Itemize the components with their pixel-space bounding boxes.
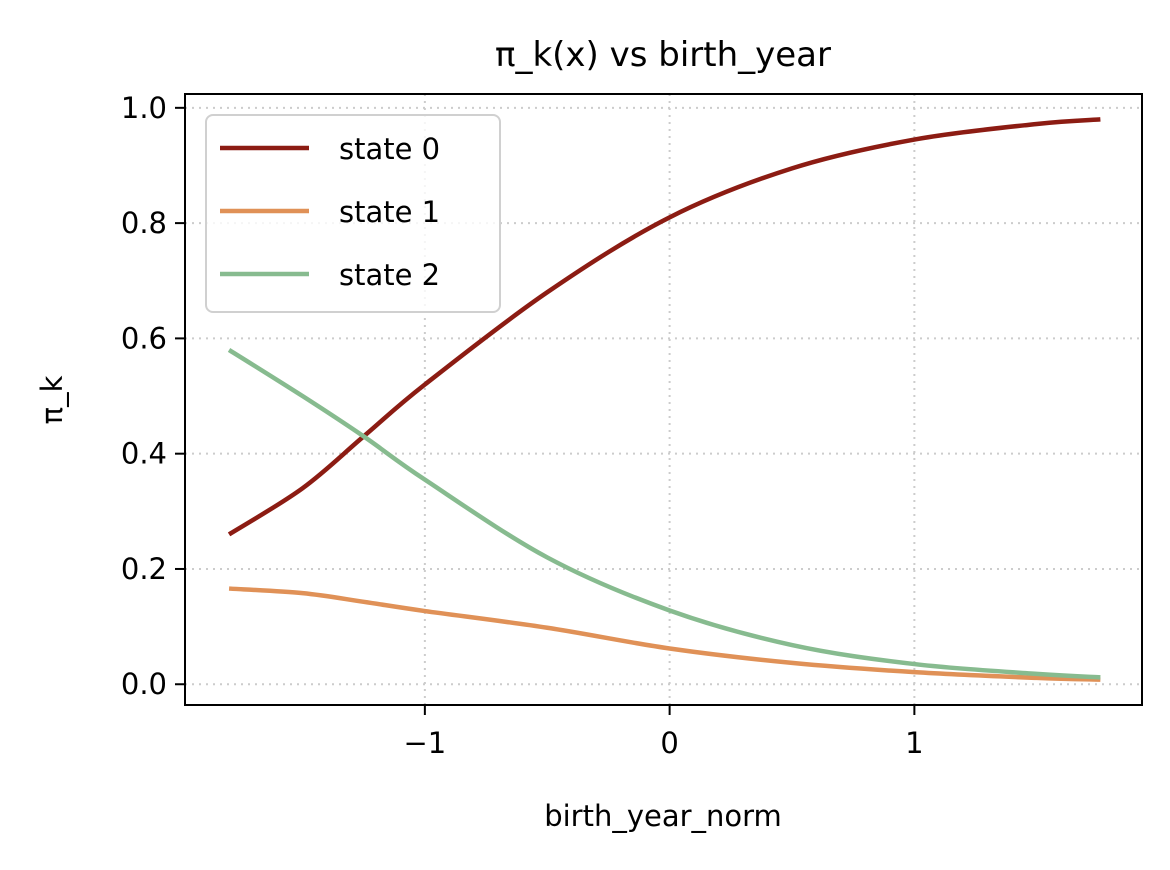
y-tick-label: 1.0: [121, 91, 167, 125]
legend-label: state 1: [339, 195, 440, 229]
legend-box: [205, 114, 501, 313]
series-lines: [227, 117, 1101, 682]
x-axis-label: birth_year_norm: [544, 799, 782, 833]
chart-title: π_k(x) vs birth_year: [495, 35, 831, 75]
x-tick-label: −1: [403, 726, 446, 760]
legend-label: state 0: [339, 132, 440, 166]
plot-frame: [184, 93, 1143, 706]
ticks: −1 0 1 0.0 0.2 0.4 0.6 0.8 1.0: [121, 91, 924, 760]
y-tick-label: 0.0: [121, 667, 167, 701]
legend-label: state 2: [339, 258, 440, 292]
y-axis-label: π_k: [35, 375, 69, 424]
y-tick-label: 0.8: [121, 206, 167, 240]
series-line-state-2: [227, 348, 1101, 680]
y-tick-label: 0.6: [121, 321, 167, 355]
series-line-state-1: [228, 586, 1101, 682]
legend: state 0 state 1 state 2: [205, 114, 501, 313]
x-tick-label: 0: [660, 726, 678, 760]
series-line-state-0: [227, 117, 1101, 537]
y-tick-label: 0.4: [121, 437, 167, 471]
x-tick-label: 1: [905, 726, 923, 760]
y-tick-label: 0.2: [121, 552, 167, 586]
